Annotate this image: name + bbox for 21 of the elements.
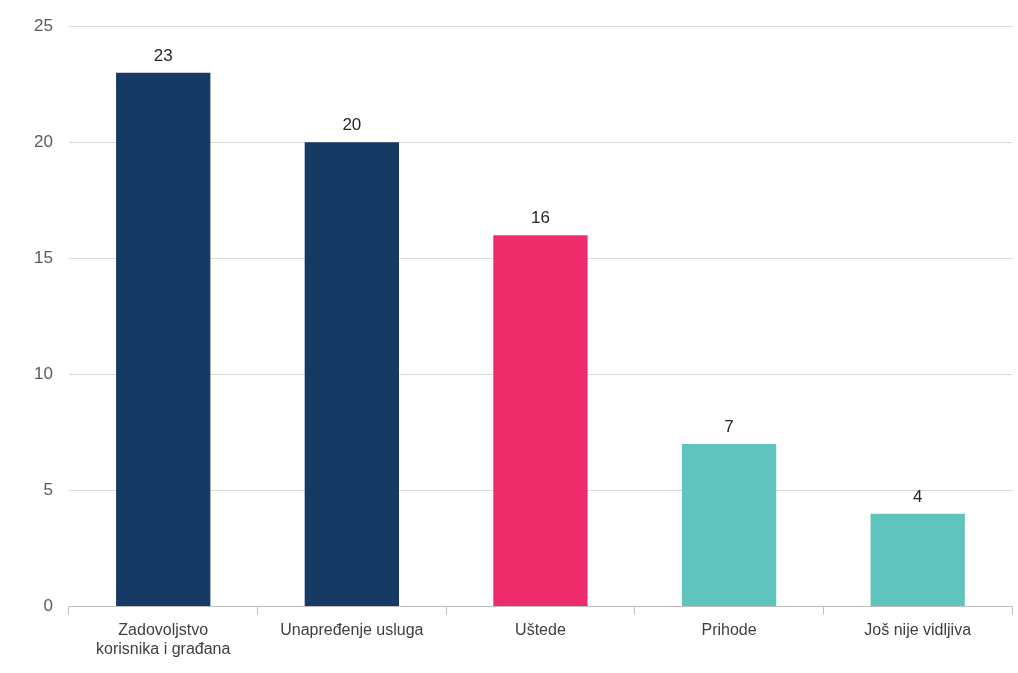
y-tick-label: 0: [43, 596, 53, 616]
bar: [681, 444, 777, 607]
x-tick-label: Unapređenje usluga: [280, 620, 424, 638]
bar: [304, 142, 399, 607]
data-label: 23: [153, 45, 173, 65]
data-label: 20: [342, 115, 362, 135]
x-tick-label: Još nije vidljiva: [864, 620, 972, 638]
data-label: 16: [530, 208, 550, 228]
x-tick-label: Prihode: [701, 620, 757, 638]
y-tick-label: 20: [33, 131, 53, 151]
x-tick-label: Uštede: [515, 620, 566, 638]
data-label: 4: [912, 486, 923, 506]
x-tick-label: Zadovoljstvo korisnika i građana: [96, 620, 231, 657]
y-tick-label: 15: [33, 248, 53, 268]
data-label: 7: [724, 417, 734, 437]
y-tick-label: 10: [33, 364, 53, 384]
y-tick-label: 25: [33, 15, 53, 35]
bar: [493, 235, 588, 607]
bar: [116, 72, 211, 607]
bar: [870, 513, 965, 607]
y-tick-label: 5: [43, 480, 53, 500]
